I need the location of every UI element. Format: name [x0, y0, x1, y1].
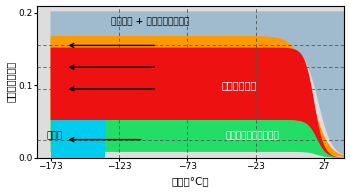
Polygon shape: [50, 120, 344, 158]
Text: らせん: らせん: [47, 132, 63, 141]
Polygon shape: [50, 48, 344, 158]
X-axis label: 温度（°C）: 温度（°C）: [172, 176, 209, 186]
Polygon shape: [50, 120, 105, 158]
Polygon shape: [50, 36, 344, 157]
Y-axis label: 磁場（テスラ）: 磁場（テスラ）: [6, 61, 15, 102]
Text: スキルミオン: スキルミオン: [222, 80, 257, 90]
Text: コニカル + 孤立スキルミオン: コニカル + 孤立スキルミオン: [111, 17, 189, 26]
Text: メロンとアンチメロン: メロンとアンチメロン: [226, 132, 280, 141]
Polygon shape: [50, 11, 344, 155]
